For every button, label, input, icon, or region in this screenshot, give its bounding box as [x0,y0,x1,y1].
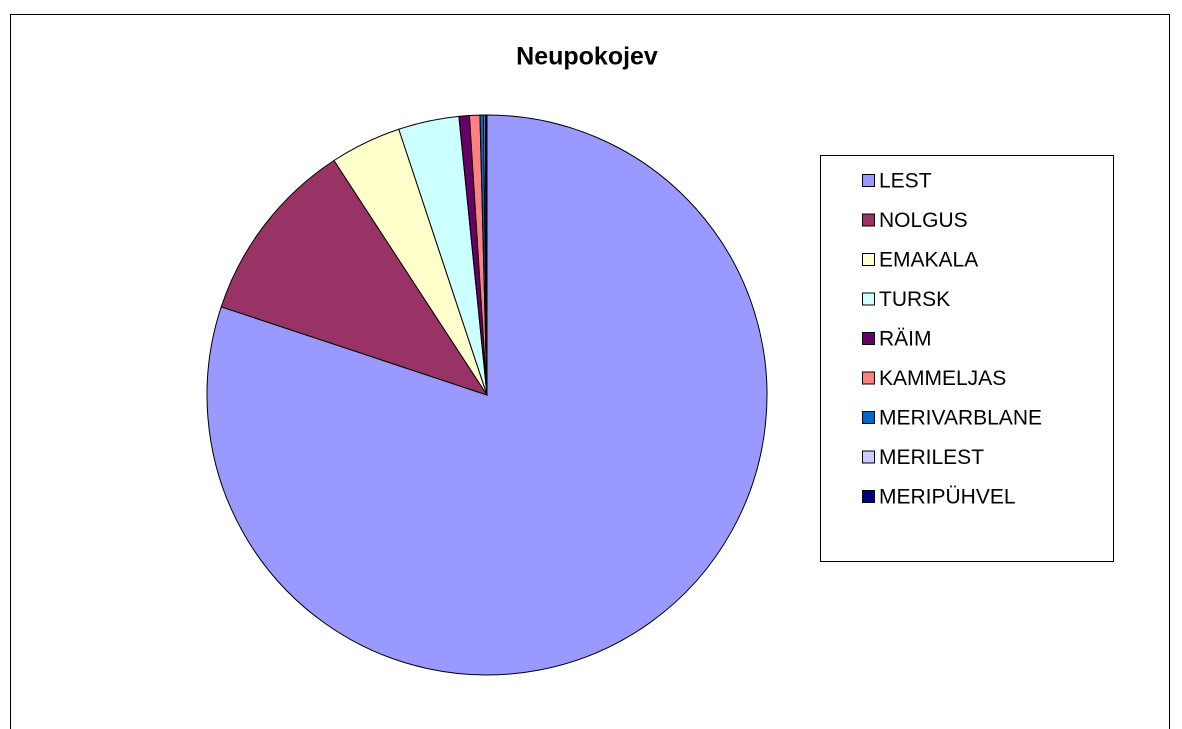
legend-label: TURSK [879,288,950,311]
legend-swatch [862,411,875,424]
legend-swatch [862,332,875,345]
legend-items: LEST NOLGUS EMAKALA TURSK RÄIM KAMMELJAS MERIV… [862,170,1042,509]
legend-label: NOLGUS [879,209,968,232]
chart-title: Neupokojev [516,43,658,71]
legend-swatch [862,371,875,385]
legend-swatch [862,174,875,187]
legend-label: MERIPÜHVEL [879,486,1016,509]
legend-label: KAMMELJAS [879,367,1006,390]
pie [206,114,768,676]
legend-label: MERILEST [879,446,984,469]
legend-label: RÄIM [879,328,932,351]
legend-swatch [862,490,875,503]
legend-label: LEST [879,170,932,193]
legend-label: MERIVARBLANE [879,407,1042,430]
legend-swatch [862,253,875,266]
legend-swatch [862,450,875,464]
legend-label: EMAKALA [879,249,978,272]
pie-slice [484,114,488,396]
legend-swatch [862,213,875,227]
pie-slice [220,159,489,396]
legend-swatch [862,292,875,306]
